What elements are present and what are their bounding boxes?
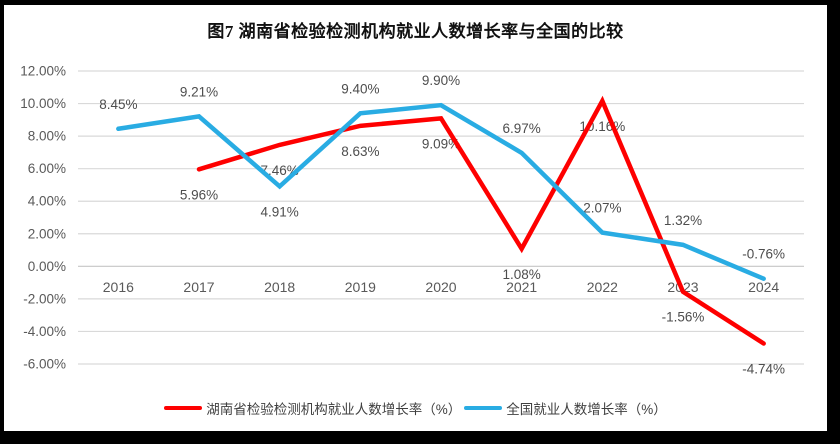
y-tick-label: 12.00% xyxy=(20,64,66,79)
data-label-series0: -4.74% xyxy=(742,361,785,376)
x-tick-label: 2022 xyxy=(587,279,618,295)
y-tick-label: 8.00% xyxy=(28,129,66,144)
x-tick-label: 2021 xyxy=(506,279,537,295)
data-label-series0: 5.96% xyxy=(180,187,218,202)
x-tick-label: 2018 xyxy=(264,279,295,295)
y-tick-label: 4.00% xyxy=(28,194,66,209)
legend-item-1: 全国就业人数增长率（%） xyxy=(464,398,667,418)
series-line-0 xyxy=(196,95,766,346)
legend-item-0: 湖南省检验检测机构就业人数增长率（%） xyxy=(164,398,461,418)
x-tick-label: 2019 xyxy=(345,279,376,295)
chart-plot-area: 12.00% 10.00% 8.00% 6.00% 4.00% 2.00% 0.00% -2.… xyxy=(20,64,804,376)
data-label-series1: 9.90% xyxy=(422,73,460,88)
y-tick-label: -2.00% xyxy=(23,291,66,306)
legend-label: 全国就业人数增长率（%） xyxy=(506,402,667,417)
legend-line-icon xyxy=(164,405,203,411)
data-label-series1: 8.45% xyxy=(99,97,137,112)
y-tick-label: -6.00% xyxy=(23,357,66,372)
data-label-series1: 6.97% xyxy=(503,121,541,136)
data-label-series1: 1.32% xyxy=(664,213,702,228)
y-tick-label: 0.00% xyxy=(28,259,66,274)
series-line-1 xyxy=(116,102,766,281)
legend-line-icon xyxy=(464,405,503,411)
data-label-series0: 1.08% xyxy=(503,267,541,282)
data-label-series1: 9.21% xyxy=(180,84,218,99)
chart-panel: 图7 湖南省检验检测机构就业人数增长率与全国的比较 12.00% 10.00% 8.… xyxy=(4,5,827,431)
x-tick-label: 2016 xyxy=(103,279,134,295)
x-tick-label: 2020 xyxy=(425,279,456,295)
data-label-series0: 9.09% xyxy=(422,136,460,151)
data-label-series0: 8.63% xyxy=(341,144,379,159)
chart-legend: 湖南省检验检测机构就业人数增长率（%） 全国就业人数增长率（%） xyxy=(4,398,827,418)
data-label-series1: 4.91% xyxy=(261,204,299,219)
x-tick-label: 2017 xyxy=(183,279,214,295)
data-label-series1: 9.40% xyxy=(341,81,379,96)
data-label-series0: 7.46% xyxy=(261,163,299,178)
y-tick-label: -4.00% xyxy=(23,324,66,339)
data-label-series1: 2.07% xyxy=(583,201,621,216)
data-label-series1: -0.76% xyxy=(742,247,785,262)
x-tick-label: 2024 xyxy=(748,279,779,295)
legend-label: 湖南省检验检测机构就业人数增长率（%） xyxy=(206,402,462,417)
data-label-series0: -1.56% xyxy=(662,310,705,325)
chart-title: 图7 湖南省检验检测机构就业人数增长率与全国的比较 xyxy=(207,22,624,41)
y-tick-label: 6.00% xyxy=(28,161,66,176)
y-tick-label: 10.00% xyxy=(20,96,66,111)
y-tick-label: 2.00% xyxy=(28,226,66,241)
